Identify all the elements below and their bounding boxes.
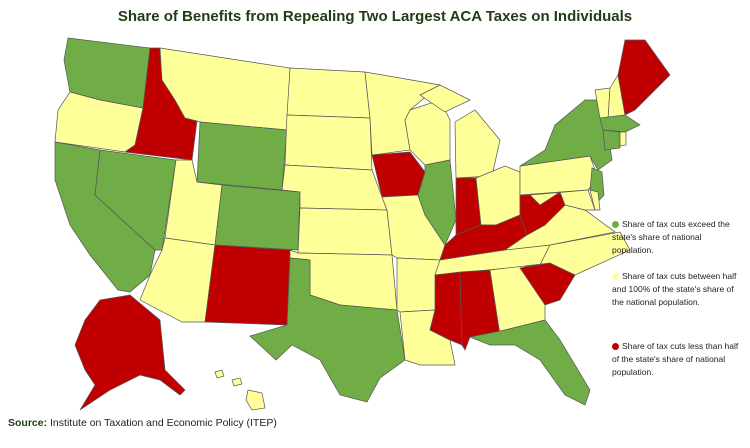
title: Share of Benefits from Repealing Two Lar…	[117, 8, 633, 25]
state	[454, 109, 501, 179]
state	[617, 39, 671, 116]
state	[468, 319, 591, 406]
state	[602, 129, 621, 151]
legend-item: Share of tax cuts less than half of the …	[612, 340, 744, 379]
state	[297, 207, 393, 256]
source: Source: Institute on Taxation and Econom…	[8, 417, 277, 429]
state	[599, 114, 641, 133]
state	[417, 159, 457, 246]
state	[245, 389, 266, 411]
state	[284, 114, 373, 171]
legend-swatch	[612, 273, 619, 280]
state	[74, 294, 186, 411]
legend-label: Share of tax cuts between half and 100% …	[612, 271, 737, 307]
legend-item: Share of tax cuts between half and 100% …	[612, 270, 744, 309]
source-label: Source:	[8, 417, 48, 429]
state	[529, 189, 596, 211]
legend-swatch	[612, 221, 619, 228]
state	[519, 99, 613, 171]
legend-item: Share of tax cuts exceed the state's sha…	[612, 218, 744, 257]
state	[619, 131, 627, 147]
legend-label: Share of tax cuts less than half of the …	[612, 341, 739, 377]
state	[589, 189, 601, 211]
state	[214, 369, 225, 379]
state	[196, 121, 288, 191]
legend-label: Share of tax cuts exceed the state's sha…	[612, 219, 730, 255]
state	[419, 84, 471, 113]
state	[286, 67, 371, 119]
state	[231, 377, 243, 387]
state	[371, 151, 426, 198]
state	[204, 244, 291, 326]
state	[249, 257, 406, 403]
state	[214, 184, 301, 251]
state	[94, 149, 177, 251]
state	[396, 257, 441, 313]
legend-swatch	[612, 343, 619, 350]
source-text: Institute on Taxation and Economic Polic…	[50, 417, 277, 429]
